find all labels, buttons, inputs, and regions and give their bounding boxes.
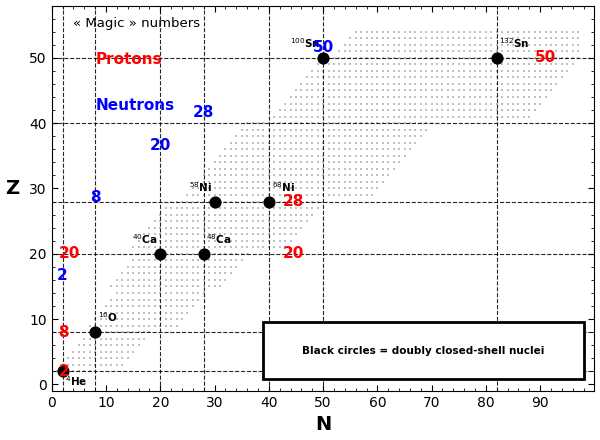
Point (155, 250, 165, 257)
Point (91, 329, 100, 336)
Text: 8: 8 (283, 325, 293, 340)
Point (210, 198, 220, 205)
Y-axis label: Z: Z (5, 179, 20, 198)
Text: 50: 50 (313, 40, 334, 55)
Text: Black circles = doubly closed-shell nuclei: Black circles = doubly closed-shell nucl… (302, 345, 545, 356)
Text: Neutrons: Neutrons (95, 98, 175, 113)
Text: « Magic » numbers: « Magic » numbers (73, 17, 200, 30)
Text: 2: 2 (57, 268, 68, 283)
Point (58, 368, 67, 375)
Text: 50: 50 (535, 50, 556, 65)
Point (492, 54, 502, 61)
Text: 2: 2 (58, 364, 69, 379)
Text: 20: 20 (58, 246, 80, 261)
Text: 8: 8 (58, 325, 69, 340)
Point (199, 250, 209, 257)
Point (264, 198, 274, 205)
Text: $^{48}$Ca: $^{48}$Ca (206, 232, 232, 246)
Text: 28: 28 (193, 105, 214, 120)
Text: 20: 20 (149, 138, 171, 153)
Text: $^{132}$Sn: $^{132}$Sn (499, 36, 530, 50)
Text: $^{40}$Ca: $^{40}$Ca (132, 232, 158, 246)
Text: $^{68}$Ni: $^{68}$Ni (272, 180, 295, 194)
FancyBboxPatch shape (263, 322, 584, 379)
Text: $^{100}$Sn: $^{100}$Sn (290, 36, 320, 50)
Point (319, 54, 328, 61)
Text: 20: 20 (283, 246, 304, 261)
Text: 28: 28 (283, 194, 304, 209)
Text: $^{58}$Ni: $^{58}$Ni (189, 180, 212, 194)
Text: 8: 8 (90, 190, 100, 205)
Text: $^{16}$O: $^{16}$O (98, 311, 118, 324)
X-axis label: N: N (315, 415, 331, 434)
Text: $^{4}$He: $^{4}$He (65, 374, 88, 388)
Text: Protons: Protons (95, 52, 162, 67)
